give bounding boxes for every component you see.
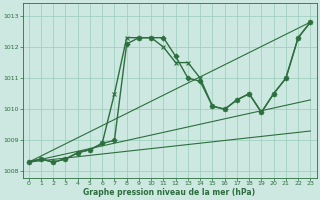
X-axis label: Graphe pression niveau de la mer (hPa): Graphe pression niveau de la mer (hPa)	[84, 188, 256, 197]
